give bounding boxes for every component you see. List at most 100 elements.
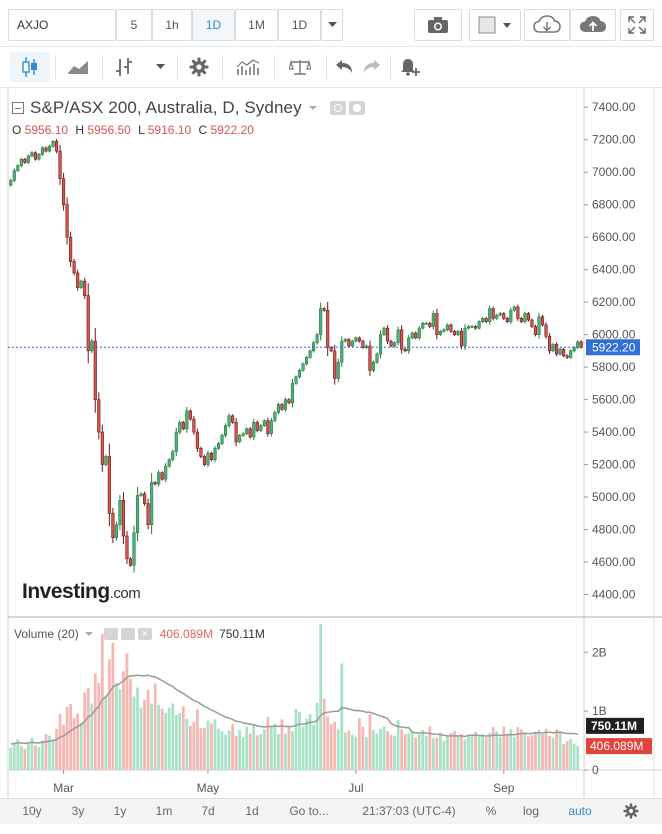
candle-body	[294, 376, 298, 384]
range-3y-label: 3y	[71, 804, 85, 818]
candle-body	[537, 316, 541, 335]
percent-toggle[interactable]: %	[478, 799, 504, 823]
volume-bar	[100, 634, 104, 770]
goto-button[interactable]: Go to...	[280, 799, 338, 823]
interval-dropdown[interactable]	[321, 9, 343, 41]
chevron-down-icon	[327, 22, 337, 27]
chart-svg[interactable]: 7400.00 7200.00 7000.00 6800.00 6600.00 6400.…	[0, 88, 662, 798]
volume-bar	[400, 729, 404, 770]
bar-style-button[interactable]	[106, 52, 142, 82]
price-tick-label: 5200.00	[592, 458, 636, 472]
bar-style-dropdown[interactable]	[146, 52, 174, 82]
volume-bar	[460, 734, 463, 770]
divider	[274, 55, 275, 79]
symbol-input[interactable]: AXJO	[8, 9, 116, 41]
undo-button[interactable]	[330, 52, 358, 82]
volume-close-icon[interactable]: ×	[137, 628, 152, 640]
fullscreen-button[interactable]	[620, 9, 654, 41]
candle-body	[572, 347, 576, 352]
collapse-icon[interactable]	[12, 102, 24, 114]
cloud-download-icon	[533, 15, 561, 33]
volume-eye-icon[interactable]	[103, 628, 118, 640]
save-chart-button[interactable]	[570, 9, 616, 41]
screenshot-button[interactable]	[414, 9, 462, 41]
price-tick-label: 7000.00	[592, 165, 636, 179]
candle-body	[44, 147, 48, 152]
candle-body	[452, 331, 457, 335]
volume-bar	[572, 743, 576, 770]
volume-bar	[160, 708, 164, 770]
volume-bar	[326, 716, 330, 770]
auto-toggle[interactable]: auto	[560, 799, 600, 823]
volume-bar	[83, 692, 87, 770]
redo-button[interactable]	[358, 52, 386, 82]
candle-body	[79, 280, 83, 288]
volume-settings-icon[interactable]	[120, 628, 135, 640]
candle-body	[466, 326, 471, 329]
eye-icon[interactable]	[329, 101, 346, 115]
volume-bar	[132, 696, 136, 770]
volume-ma-box	[586, 717, 644, 734]
candle-body	[33, 152, 37, 160]
range-7d[interactable]: 7d	[190, 799, 226, 823]
volume-bar	[372, 729, 375, 770]
candle-body	[12, 170, 16, 181]
interval-1h[interactable]: 1h	[152, 9, 192, 41]
bottom-settings-button[interactable]	[616, 799, 646, 823]
candle-body	[424, 322, 428, 325]
ohlc-low: 5916.10	[147, 123, 192, 137]
price-tick-label: 5600.00	[592, 393, 636, 407]
volume-bar	[414, 737, 418, 770]
settings-button[interactable]	[180, 52, 218, 82]
volume-bar	[456, 736, 460, 770]
range-1m-label: 1m	[155, 804, 173, 818]
candle-body	[502, 313, 506, 319]
candle-body	[540, 316, 545, 326]
range-1y[interactable]: 1y	[102, 799, 138, 823]
candle-body	[533, 326, 538, 335]
volume-bar	[34, 745, 37, 770]
line-chart-button[interactable]	[58, 52, 98, 82]
candle-body	[167, 459, 171, 467]
volume-bar	[301, 726, 305, 770]
volume-bar	[453, 731, 456, 770]
range-1d[interactable]: 1d	[234, 799, 270, 823]
ohlc-low-key: L	[138, 123, 145, 137]
range-3y[interactable]: 3y	[60, 799, 96, 823]
candle-body	[72, 261, 76, 274]
chart-style-button[interactable]	[469, 9, 521, 41]
candle-body	[181, 422, 185, 430]
volume-bar	[484, 737, 488, 770]
candles-button[interactable]	[10, 52, 50, 82]
last-price-line: 5922.20 750.11M 406.089M	[8, 339, 652, 755]
volume-dropdown-icon[interactable]	[84, 630, 96, 638]
volume-bar	[284, 733, 287, 770]
interval-1m[interactable]: 1M	[235, 9, 278, 41]
volume-bar	[523, 732, 527, 770]
camera-icon	[428, 17, 448, 33]
legend-settings-icon[interactable]	[348, 101, 365, 115]
log-toggle[interactable]: log	[516, 799, 546, 823]
interval-custom[interactable]: 1D	[278, 9, 321, 41]
alert-button[interactable]	[394, 52, 426, 82]
volume-bar	[41, 740, 44, 770]
compare-button[interactable]	[278, 52, 322, 82]
indicators-button[interactable]	[226, 52, 270, 82]
candle-body	[498, 313, 502, 316]
candle-body	[530, 319, 534, 327]
legend-dropdown-icon[interactable]	[308, 104, 320, 112]
interval-5[interactable]: 5	[116, 9, 152, 41]
price-legend: S&P/ASX 200, Australia, D, Sydney O 5956…	[12, 97, 572, 137]
candle-body	[51, 141, 55, 147]
candle-body	[90, 340, 94, 352]
candle-body	[579, 341, 583, 348]
indicators-icon	[236, 59, 260, 75]
range-7d-label: 7d	[201, 804, 215, 818]
candle-body	[378, 334, 383, 355]
range-1m[interactable]: 1m	[146, 799, 182, 823]
range-10y[interactable]: 10y	[14, 799, 50, 823]
gear-icon	[623, 803, 639, 819]
load-chart-button[interactable]	[524, 9, 570, 41]
price-tick-label: 6200.00	[592, 295, 636, 309]
interval-1d-active[interactable]: 1D	[192, 9, 235, 41]
